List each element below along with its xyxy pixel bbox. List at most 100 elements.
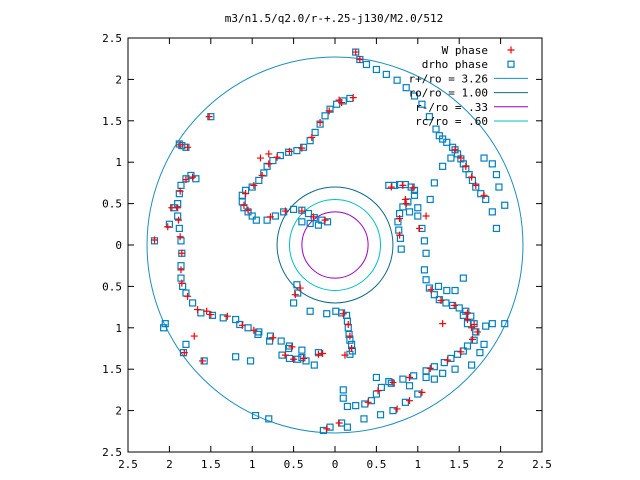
w-point — [399, 181, 407, 189]
w-point — [480, 191, 488, 199]
y-tick-label: 0.5 — [102, 280, 122, 293]
drho-point — [255, 176, 263, 185]
w-point — [265, 150, 273, 158]
drho-point — [177, 181, 185, 189]
drho-point — [435, 296, 443, 304]
drho-point — [401, 398, 409, 406]
w-point — [314, 350, 322, 358]
drho-point — [476, 349, 484, 357]
drho-point — [232, 315, 240, 324]
drho-point — [311, 128, 319, 136]
y-tick-label: 0 — [115, 239, 122, 252]
x-tick-label: 2.5 — [118, 458, 138, 471]
w-point — [401, 195, 409, 203]
w-point — [364, 398, 372, 406]
w-point — [290, 355, 298, 363]
w-point — [309, 213, 317, 221]
w-point — [418, 388, 426, 396]
drho-point — [160, 324, 168, 332]
drho-point — [333, 100, 341, 108]
w-point — [450, 301, 458, 309]
drho-point — [306, 219, 314, 228]
drho-point — [263, 216, 271, 224]
w-point — [323, 425, 331, 433]
drho-point — [459, 311, 467, 319]
drho-point — [432, 125, 440, 133]
w-point — [356, 56, 364, 64]
w-point — [182, 176, 190, 184]
y-tick-label: 2 — [115, 73, 122, 86]
drho-point — [352, 402, 360, 410]
drho-point — [323, 310, 331, 318]
drho-point — [420, 266, 429, 274]
drho-point — [285, 354, 294, 363]
drho-point — [246, 357, 255, 365]
drho-point — [410, 191, 419, 199]
w-point — [427, 286, 435, 294]
w-point — [463, 309, 471, 317]
w-point — [207, 311, 215, 319]
drho-point — [310, 361, 318, 369]
drho-point — [492, 224, 501, 233]
drho-point — [161, 320, 169, 328]
drho-point — [443, 286, 451, 295]
w-point — [439, 320, 447, 328]
drho-point — [346, 94, 354, 103]
drho-point — [402, 84, 410, 92]
drho-point — [343, 317, 352, 325]
w-point — [463, 316, 471, 324]
drho-point — [385, 378, 393, 386]
drho-point — [425, 113, 433, 121]
drho-point — [488, 160, 496, 168]
w-point — [199, 357, 207, 365]
w-point — [178, 249, 186, 257]
drho-point — [422, 249, 430, 257]
drho-point — [414, 390, 422, 398]
drho-point — [232, 353, 240, 361]
w-point — [291, 291, 299, 299]
w-point — [177, 266, 185, 274]
drho-point — [455, 304, 463, 312]
w-point — [298, 144, 306, 152]
w-point — [319, 349, 327, 357]
drho-point — [414, 204, 422, 212]
drho-point — [339, 386, 347, 394]
circle-3 — [288, 198, 382, 292]
w-point — [346, 332, 354, 340]
drho-point — [360, 415, 368, 423]
w-point — [266, 213, 274, 221]
w-point — [409, 184, 417, 192]
w-point — [406, 373, 414, 381]
drho-point — [188, 299, 197, 307]
drho-point — [470, 336, 478, 344]
x-tick-label: 2 — [497, 458, 504, 471]
w-point — [374, 387, 382, 395]
drho-point — [179, 282, 187, 290]
w-point — [352, 48, 360, 56]
y-tick-label: 2.5 — [102, 446, 122, 459]
drho-point — [269, 156, 277, 165]
w-point — [406, 397, 414, 405]
drho-point — [488, 208, 496, 216]
drho-point — [290, 205, 298, 213]
drho-point — [422, 276, 430, 284]
w-point — [437, 296, 445, 304]
drho-point — [405, 208, 414, 216]
w-point — [288, 343, 296, 351]
w-point — [168, 204, 176, 212]
w-point — [258, 171, 266, 179]
w-point — [325, 107, 333, 115]
w-point — [176, 141, 184, 149]
w-point — [184, 143, 192, 151]
w-point — [451, 146, 459, 154]
y-tick-label: 1 — [115, 156, 122, 169]
drho-point — [430, 179, 438, 187]
drho-point — [447, 154, 455, 162]
drho-point — [382, 70, 390, 79]
w-point — [250, 181, 258, 189]
x-tick-label: 0 — [332, 458, 339, 471]
drho-point — [197, 309, 205, 317]
w-point — [269, 334, 277, 342]
drho-point — [298, 346, 306, 354]
chart-title: m3/n1.5/q2.0/r-+.25-j130/M2.0/512 — [225, 12, 444, 25]
